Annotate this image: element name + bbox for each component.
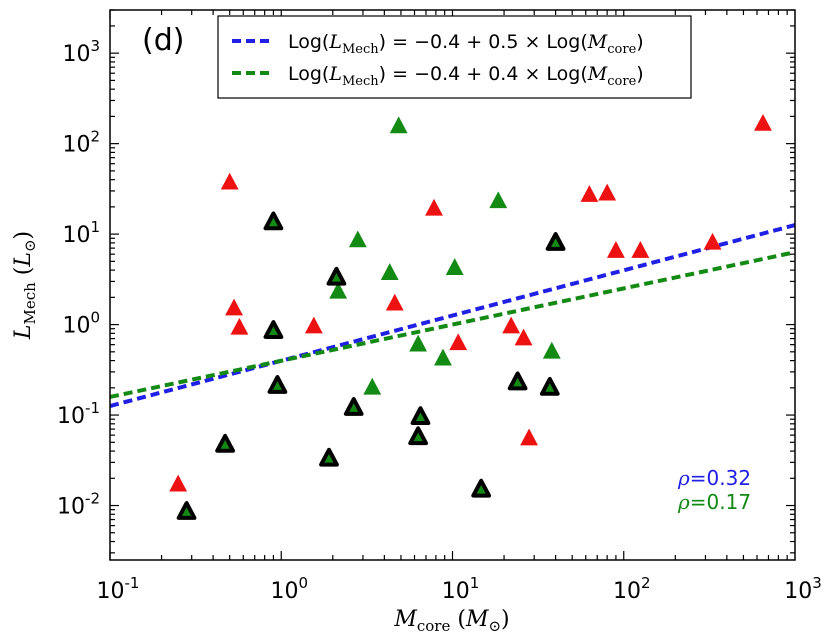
point-red [502, 316, 521, 334]
point-green [409, 334, 428, 352]
point-green-outlined [539, 376, 560, 396]
plot-content [110, 113, 795, 520]
y-tick-label: 102 [62, 128, 100, 158]
data-points [169, 113, 772, 520]
point-green [348, 230, 367, 248]
axis-ticks [109, 9, 795, 560]
point-green-outlined [267, 375, 288, 394]
y-axis-label: LMech (L⊙) [11, 231, 39, 340]
point-red [230, 317, 249, 335]
point-green [380, 263, 399, 280]
point-green [542, 341, 561, 359]
point-green-outlined [326, 266, 347, 286]
point-red [598, 183, 617, 201]
fit-line-fit-0.5 [110, 223, 795, 408]
point-green-outlined [410, 406, 431, 426]
correlation-blue: ρ=0.32 [677, 466, 751, 490]
x-tick-label: 100 [270, 574, 308, 604]
point-green-outlined [545, 232, 566, 251]
point-red [514, 328, 533, 346]
x-tick-label: 102 [613, 574, 651, 604]
point-green [329, 281, 348, 299]
point-red [225, 298, 243, 316]
point-red [606, 241, 625, 258]
point-red [169, 474, 188, 492]
point-green-outlined [263, 211, 284, 231]
fit-lines [110, 223, 795, 408]
point-green [389, 116, 408, 134]
point-red [425, 198, 443, 216]
legend-entry-green: Log(LMech) = −0.4 + 0.4 × Log(Mcore) [288, 63, 644, 89]
x-axis-label: Mcore (M⊙) [393, 607, 509, 635]
y-tick-label: 103 [62, 37, 100, 67]
point-red [754, 113, 772, 131]
point-green [489, 191, 508, 209]
point-red [631, 241, 650, 258]
x-tick-label: 10-1 [97, 574, 140, 604]
x-tick-label: 101 [442, 574, 480, 604]
point-green-outlined [507, 371, 528, 391]
point-red [220, 172, 239, 190]
x-tick-labels: 10-1 100 101 102 103 [97, 574, 822, 604]
correlation-green: ρ=0.17 [677, 490, 751, 514]
point-green [434, 348, 452, 366]
y-tick-labels: 10-2 10-1 100 101 102 103 [57, 37, 100, 519]
legend-entry-blue: Log(LMech) = −0.4 + 0.5 × Log(Mcore) [288, 31, 644, 57]
point-red [580, 185, 599, 202]
point-green-outlined [471, 478, 492, 498]
point-green-outlined [343, 397, 364, 416]
point-green-outlined [408, 426, 429, 446]
point-red [304, 316, 323, 334]
panel-label: (d) [142, 23, 184, 58]
point-red [520, 428, 539, 446]
point-green-outlined [176, 501, 197, 520]
legend: Log(LMech) = −0.4 + 0.5 × Log(Mcore) Log… [217, 15, 692, 99]
y-tick-label: 101 [62, 218, 100, 248]
y-tick-label: 100 [62, 309, 100, 339]
point-red [703, 232, 722, 250]
point-green-outlined [263, 320, 284, 339]
legend-box [217, 15, 692, 99]
point-green [445, 258, 464, 275]
x-tick-label: 103 [784, 574, 822, 604]
y-tick-label: 10-2 [57, 490, 100, 520]
point-red [449, 333, 468, 351]
fit-line-fit-0.4 [110, 250, 795, 399]
point-green-outlined [319, 447, 339, 467]
y-tick-label: 10-1 [57, 399, 100, 429]
point-green-outlined [215, 433, 235, 453]
point-red [385, 293, 404, 311]
point-green [363, 377, 382, 395]
